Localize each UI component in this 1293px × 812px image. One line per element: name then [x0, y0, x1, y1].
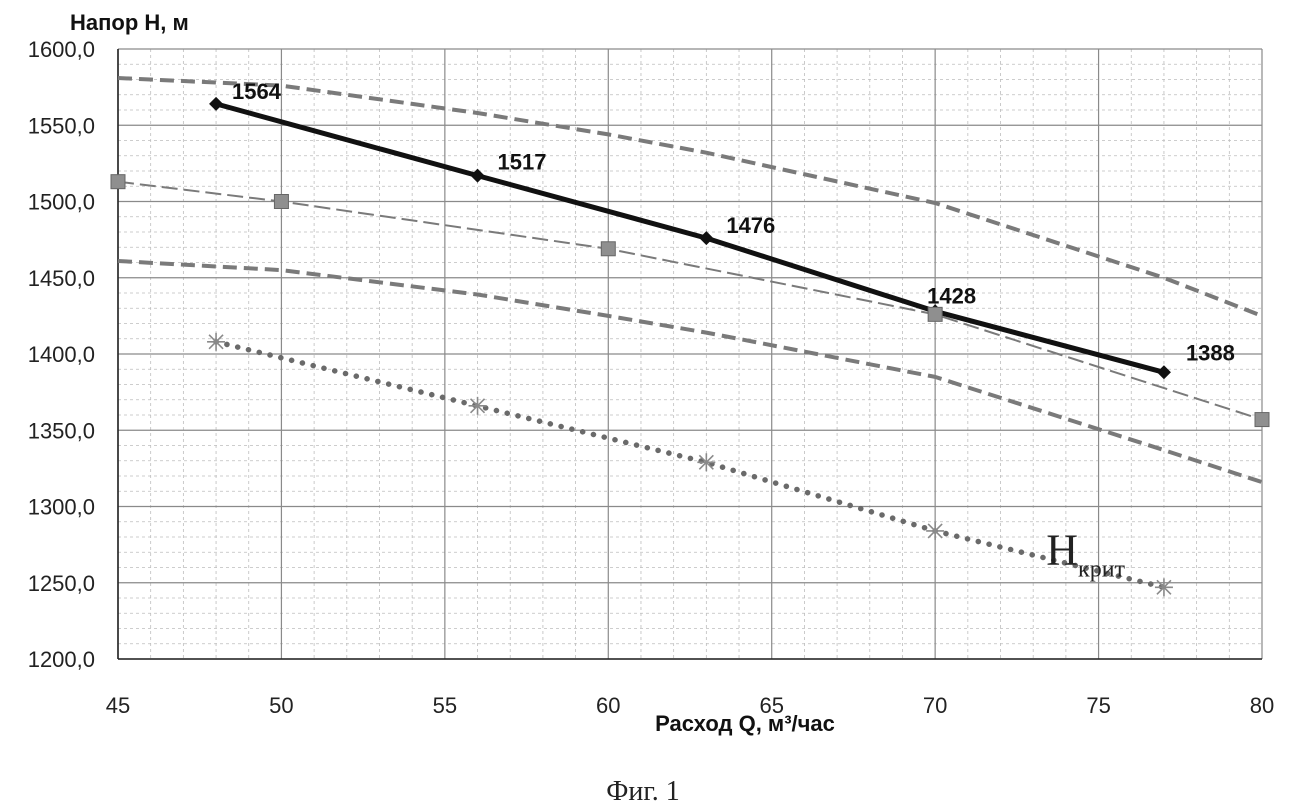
y-tick-label: 1600,0 [28, 37, 95, 62]
y-tick-label: 1450,0 [28, 266, 95, 291]
y-tick-label: 1250,0 [28, 571, 95, 596]
y-tick-label: 1200,0 [28, 647, 95, 672]
diamond-point [1157, 365, 1171, 379]
series-line-3 [118, 182, 1262, 420]
axes: 45505560657075801200,01250,01300,01350,0… [28, 37, 1275, 718]
h-crit-annotation: Hкрит [1046, 525, 1125, 582]
diamond-point [209, 97, 223, 111]
h-crit-annotation-sub: крит [1078, 556, 1126, 582]
square-point [111, 175, 125, 189]
star-point [207, 333, 225, 351]
star-point [926, 522, 944, 540]
x-tick-label: 70 [923, 693, 947, 718]
data-label: 1388 [1186, 340, 1235, 365]
y-axis-title: Напор Н, м [70, 10, 189, 35]
data-label: 1517 [498, 150, 547, 175]
series-line-5 [216, 342, 1164, 588]
series-line-1 [216, 104, 1164, 372]
star-point [1155, 578, 1173, 596]
x-axis-title: Расход Q, м³/час [655, 711, 835, 736]
y-tick-label: 1350,0 [28, 418, 95, 443]
h-crit-annotation-main: H [1046, 525, 1078, 574]
figure-caption: Фиг. 1 [606, 776, 679, 807]
y-tick-label: 1400,0 [28, 342, 95, 367]
x-tick-label: 45 [106, 693, 130, 718]
x-tick-label: 50 [269, 693, 293, 718]
square-point [601, 242, 615, 256]
star-point [697, 453, 715, 471]
star-point [469, 397, 487, 415]
y-tick-label: 1550,0 [28, 113, 95, 138]
data-label: 1476 [726, 213, 775, 238]
x-tick-label: 75 [1086, 693, 1110, 718]
x-tick-label: 80 [1250, 693, 1274, 718]
data-labels: 1564 1517 1476 1428 1388 [232, 79, 1235, 365]
square-point [1255, 413, 1269, 427]
diamond-point [699, 231, 713, 245]
square-point [928, 307, 942, 321]
y-tick-label: 1500,0 [28, 190, 95, 215]
x-tick-label: 55 [433, 693, 457, 718]
series-line-4 [118, 261, 1262, 482]
series-line-2 [118, 78, 1262, 316]
y-tick-label: 1300,0 [28, 495, 95, 520]
data-label: 1428 [927, 283, 976, 308]
square-point [274, 195, 288, 209]
data-label: 1564 [232, 79, 282, 104]
x-tick-label: 60 [596, 693, 620, 718]
